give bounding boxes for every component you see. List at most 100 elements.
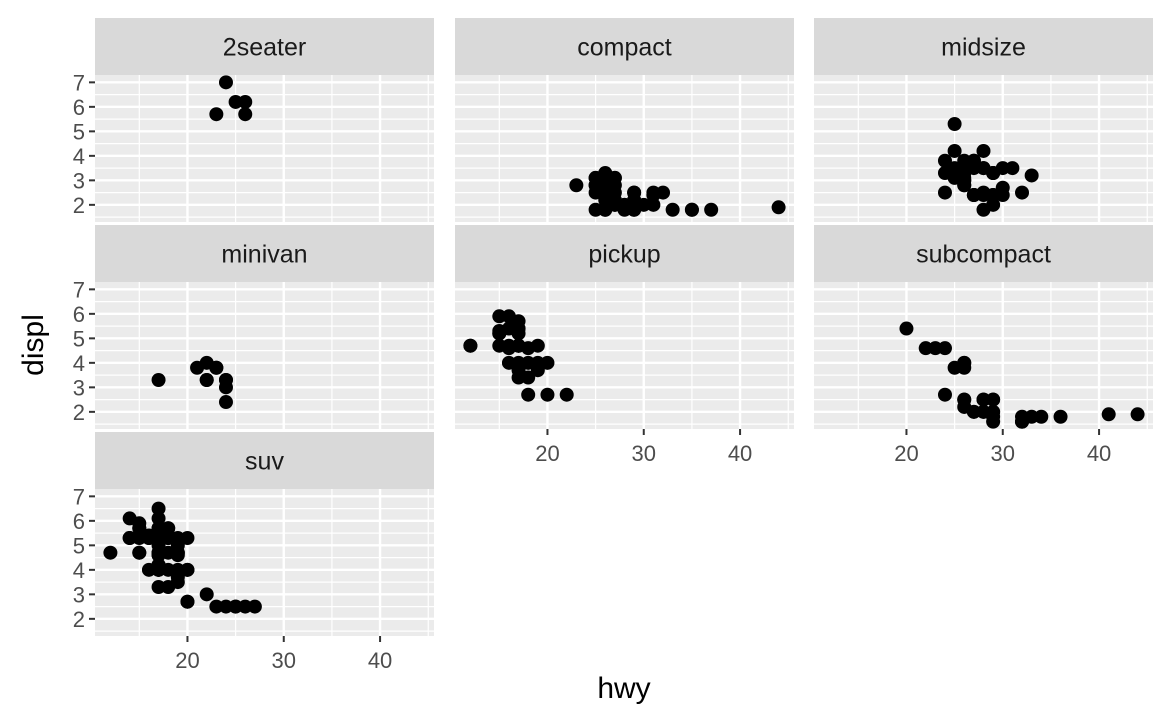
y-tick-label: 7 bbox=[73, 484, 85, 509]
data-point bbox=[656, 185, 671, 200]
plot-background bbox=[455, 75, 794, 222]
y-tick-label: 2 bbox=[73, 193, 85, 218]
facet-strip bbox=[95, 432, 434, 489]
x-tick-label: 30 bbox=[632, 441, 656, 466]
data-point bbox=[646, 197, 661, 212]
data-point bbox=[151, 511, 166, 526]
data-point bbox=[976, 185, 991, 200]
facet-strip-label: compact bbox=[577, 34, 672, 62]
data-point bbox=[704, 202, 719, 217]
y-tick-label: 2 bbox=[73, 400, 85, 425]
data-point bbox=[132, 545, 147, 560]
y-tick-label: 5 bbox=[73, 533, 85, 558]
data-point bbox=[569, 178, 584, 193]
data-point bbox=[103, 545, 118, 560]
data-point bbox=[511, 321, 526, 336]
data-point bbox=[218, 75, 233, 90]
data-point bbox=[238, 107, 253, 122]
x-tick-label: 20 bbox=[894, 441, 918, 466]
plot-background bbox=[95, 282, 434, 429]
data-point bbox=[1015, 414, 1030, 429]
data-point bbox=[501, 355, 516, 370]
data-point bbox=[771, 200, 786, 215]
data-point bbox=[627, 197, 642, 212]
y-tick-label: 6 bbox=[73, 302, 85, 327]
x-tick-label: 30 bbox=[991, 441, 1015, 466]
data-point bbox=[151, 373, 166, 387]
facet-strip-label: 2seater bbox=[223, 34, 306, 62]
data-point bbox=[521, 341, 536, 356]
data-point bbox=[937, 387, 952, 402]
y-tick-label: 3 bbox=[73, 375, 85, 400]
data-point bbox=[209, 599, 224, 614]
y-tick-label: 2 bbox=[73, 607, 85, 632]
data-point bbox=[218, 373, 233, 387]
data-point bbox=[170, 538, 185, 553]
y-tick-label: 6 bbox=[73, 509, 85, 534]
plot-background bbox=[95, 489, 434, 636]
y-tick-label: 7 bbox=[73, 70, 85, 95]
data-point bbox=[947, 117, 962, 131]
y-tick-label: 7 bbox=[73, 277, 85, 302]
data-point bbox=[684, 202, 699, 217]
data-point bbox=[540, 355, 555, 370]
y-axis-title: displ bbox=[17, 314, 50, 376]
data-point bbox=[521, 370, 536, 385]
data-point bbox=[540, 387, 555, 402]
data-point bbox=[199, 355, 214, 370]
data-point bbox=[598, 166, 613, 180]
facet-strip bbox=[455, 18, 794, 75]
data-point bbox=[151, 548, 166, 563]
y-tick-label: 5 bbox=[73, 326, 85, 351]
x-tick-label: 20 bbox=[535, 441, 559, 466]
data-point bbox=[607, 185, 622, 200]
data-point bbox=[588, 185, 603, 200]
data-point bbox=[209, 107, 224, 122]
data-point bbox=[1024, 168, 1039, 183]
data-point bbox=[957, 153, 972, 168]
data-point bbox=[976, 202, 991, 217]
x-axis-title: hwy bbox=[597, 672, 650, 705]
data-point bbox=[492, 326, 507, 341]
facet-panel-pickup: pickup 20 30 40 bbox=[455, 225, 794, 466]
x-tick-label: 20 bbox=[175, 648, 199, 673]
data-point bbox=[937, 153, 952, 168]
y-tick-label: 5 bbox=[73, 119, 85, 144]
y-tick-label: 4 bbox=[73, 144, 85, 169]
data-point bbox=[598, 192, 613, 207]
data-point bbox=[151, 501, 166, 516]
data-point bbox=[957, 355, 972, 370]
data-point bbox=[1034, 409, 1049, 424]
data-point bbox=[995, 180, 1010, 195]
data-point bbox=[228, 94, 243, 109]
facet-panel-compact: compact bbox=[455, 18, 794, 222]
data-point bbox=[151, 538, 166, 553]
data-point bbox=[161, 562, 176, 577]
data-point bbox=[937, 166, 952, 180]
data-point bbox=[180, 594, 195, 609]
data-point bbox=[1101, 407, 1116, 422]
plot-background bbox=[455, 282, 794, 429]
data-point bbox=[986, 166, 1001, 180]
data-point bbox=[501, 341, 516, 356]
facet-strip-label: suv bbox=[245, 448, 284, 476]
y-tick-label: 3 bbox=[73, 168, 85, 193]
x-tick-label: 40 bbox=[368, 648, 392, 673]
data-point bbox=[986, 392, 1001, 407]
facet-strip bbox=[95, 225, 434, 282]
data-point bbox=[966, 404, 981, 419]
data-point bbox=[161, 531, 176, 545]
data-point bbox=[247, 599, 262, 614]
data-point bbox=[199, 587, 214, 602]
data-point bbox=[530, 363, 545, 378]
y-tick-label: 4 bbox=[73, 558, 85, 583]
data-point bbox=[180, 562, 195, 577]
data-point bbox=[238, 599, 253, 614]
data-point bbox=[918, 341, 933, 356]
data-point bbox=[218, 599, 233, 614]
data-point bbox=[180, 531, 195, 545]
